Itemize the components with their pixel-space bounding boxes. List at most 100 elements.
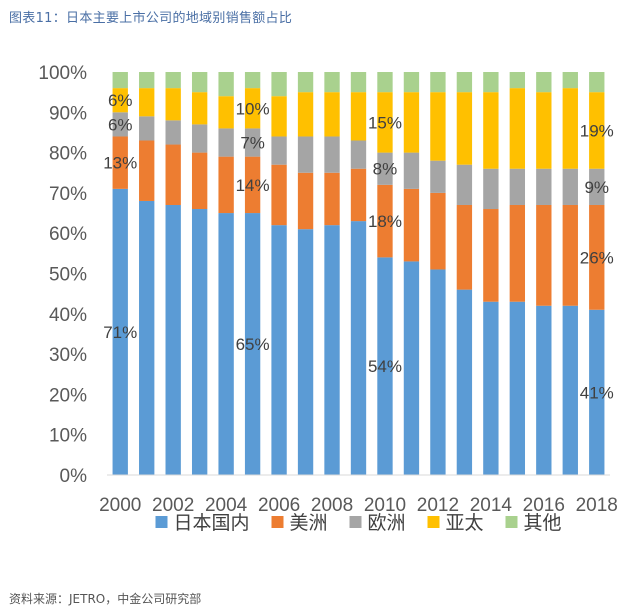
bar-segment-2005-s0 — [244, 213, 261, 476]
bar-segment-2010-s1 — [377, 184, 393, 258]
bar-segment-2018-s4 — [589, 72, 605, 93]
legend-swatch — [349, 516, 362, 528]
bar-stack-2014 — [483, 72, 499, 475]
bar-segment-2004-s1 — [218, 156, 234, 214]
bar-stack-2011 — [403, 72, 420, 475]
bar-segment-2006-s3 — [271, 96, 287, 137]
bar-segment-2010-s3 — [377, 92, 393, 153]
bar-segment-2006-s2 — [271, 136, 287, 165]
legend-item: 其他 — [505, 512, 562, 534]
bar-segment-2016-s1 — [536, 204, 552, 306]
bar-segment-2004-s2 — [218, 128, 234, 157]
bar-segment-2001-s2 — [139, 116, 155, 141]
bar-segment-2014-s4 — [483, 72, 499, 93]
bar-segment-2015-s4 — [509, 72, 526, 89]
y-tick-label: 10% — [49, 426, 87, 447]
bar-segment-2010-s4 — [377, 72, 393, 93]
bar-segment-2018-s3 — [589, 92, 605, 169]
bar-stack-2017 — [562, 72, 578, 475]
bar-segment-2006-s0 — [271, 225, 287, 475]
data-label: 7% — [240, 134, 265, 153]
y-axis: 0% 10% 20% 30% 40% 50% 60% 70% 80% 90% 100% — [38, 63, 87, 487]
y-tick-label: 0% — [60, 466, 88, 487]
x-tick-label: 2004 — [205, 495, 248, 516]
bar-segment-2018-s1 — [589, 204, 605, 310]
bar-segment-2012-s4 — [430, 72, 446, 93]
bar-segment-2013-s1 — [456, 204, 473, 290]
x-tick-label: 2012 — [417, 495, 459, 516]
y-tick-label: 20% — [49, 385, 87, 406]
bar-segment-2015-s2 — [509, 168, 526, 205]
data-labels: 71% 13% 6% 6% 65% 14% 7% 10% 54% 18% 8% 15% 41% 26% 9%… — [103, 91, 614, 402]
data-label: 41% — [580, 383, 614, 402]
bar-stack-2007 — [297, 72, 314, 475]
data-label: 13% — [103, 154, 137, 173]
chart-canvas: 0%10%20%30%40%50%60%70%80%90%100% 2000 20… — [38, 63, 618, 534]
legend-item: 欧洲 — [349, 512, 406, 534]
y-tick-label: 40% — [49, 305, 87, 326]
bar-segment-2000-s0 — [112, 188, 128, 475]
data-label: 54% — [368, 357, 402, 376]
bar-segment-2007-s3 — [297, 92, 314, 137]
y-tick-label: 100% — [38, 63, 87, 84]
bar-segment-2006-s1 — [271, 164, 287, 226]
bar-stack-2010 — [377, 72, 393, 475]
bar-segment-2005-s1 — [244, 156, 261, 214]
bar-segment-2009-s3 — [350, 92, 367, 141]
legend-label: 日本国内 — [174, 512, 250, 534]
x-tick-label: 2000 — [99, 495, 141, 516]
x-tick-label: 2002 — [152, 495, 194, 516]
x-axis: 2000 2002 2004 2006 2008 2010 2012 2014 2016 2018 — [99, 474, 618, 516]
y-tick-label: 90% — [49, 103, 87, 124]
data-label: 26% — [580, 248, 614, 267]
bar-segment-2011-s1 — [403, 188, 420, 262]
bar-segment-2014-s1 — [483, 209, 499, 302]
bar-segment-2003-s3 — [191, 92, 208, 125]
legend-label: 美洲 — [290, 512, 328, 534]
bar-segment-2001-s1 — [139, 140, 155, 201]
bar-segment-2004-s4 — [218, 72, 234, 97]
bar-segment-2008-s3 — [324, 92, 340, 137]
bar-segment-2005-s3 — [244, 88, 261, 129]
bar-segment-2000-s4 — [112, 72, 128, 89]
bar-segment-2000-s2 — [112, 112, 128, 137]
bar-segment-2018-s0 — [589, 309, 605, 475]
data-label: 10% — [236, 99, 270, 118]
bar-segment-2011-s4 — [403, 72, 420, 93]
bar-segment-2002-s4 — [165, 72, 181, 89]
bar-segment-2009-s0 — [350, 221, 367, 475]
bar-stack-2006 — [271, 72, 287, 475]
bar-stack-2015 — [509, 72, 526, 475]
bar-segment-2009-s2 — [350, 140, 367, 169]
bar-stack-2016 — [536, 72, 552, 475]
bar-stack-2000 — [112, 72, 128, 475]
bar-segment-2010-s0 — [377, 257, 393, 475]
x-tick-label: 2014 — [470, 495, 513, 516]
stacked-bar-chart: 0% 10% 20% 30% 40% 50% 60% 70% 80% 90% 100% 2000 20… — [12, 42, 628, 582]
bar-segment-2010-s2 — [377, 152, 393, 185]
data-label: 71% — [103, 323, 137, 342]
bar-segment-2001-s0 — [139, 200, 155, 475]
source-note: 资料来源：JETRO，中金公司研究部 — [9, 592, 202, 606]
legend-item: 美洲 — [271, 512, 328, 534]
data-label: 14% — [236, 176, 270, 195]
bar-segment-2014-s3 — [483, 92, 499, 169]
bar-stack-2013 — [456, 72, 473, 475]
y-tick-label: 50% — [49, 265, 87, 286]
data-label: 65% — [236, 335, 270, 354]
bar-segment-2002-s2 — [165, 120, 181, 145]
bar-stacks — [112, 72, 605, 476]
bar-segment-2016-s4 — [536, 72, 552, 93]
bar-segment-2014-s2 — [483, 168, 499, 210]
data-label: 6% — [108, 91, 133, 110]
bar-segment-2005-s4 — [244, 72, 261, 89]
bar-segment-2001-s4 — [139, 72, 155, 89]
bar-segment-2007-s2 — [297, 136, 314, 173]
bar-segment-2013-s0 — [456, 289, 473, 475]
bar-segment-2008-s0 — [324, 225, 340, 475]
bar-segment-2013-s2 — [456, 164, 473, 205]
x-tick-label: 2006 — [258, 495, 300, 516]
bar-stack-2003 — [191, 72, 208, 475]
bar-stack-2004 — [218, 72, 234, 476]
y-tick-label: 70% — [49, 184, 87, 205]
